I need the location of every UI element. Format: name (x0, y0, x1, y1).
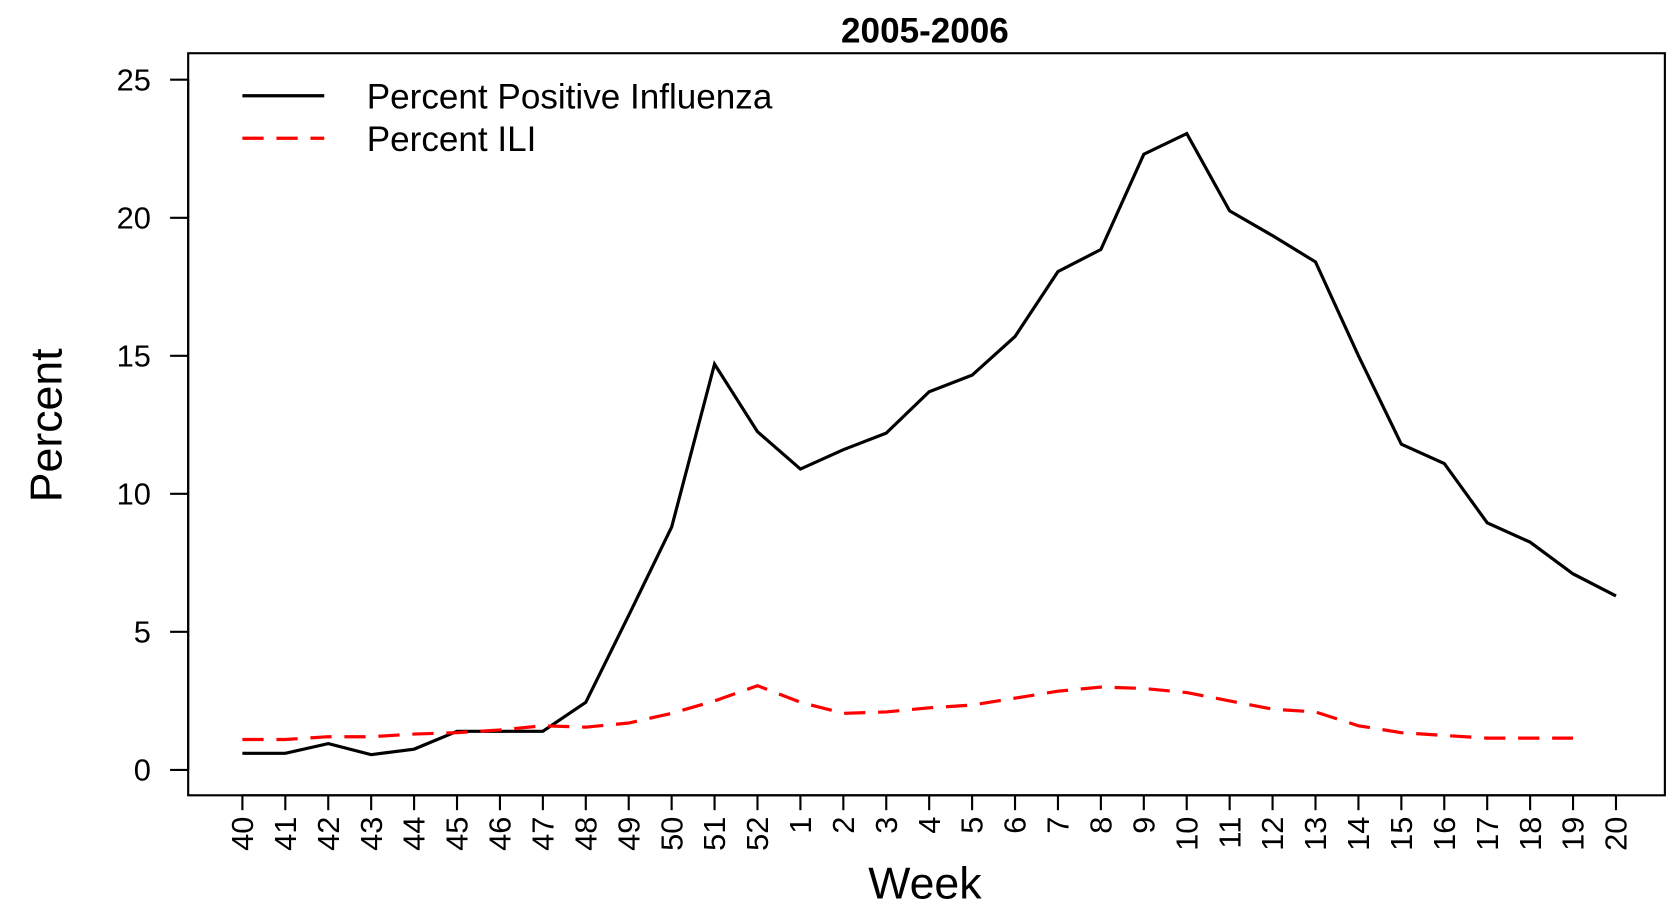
x-tick-label: 42 (311, 817, 346, 851)
y-tick-label: 10 (117, 476, 151, 511)
x-tick-label: 43 (354, 817, 389, 851)
x-tick-label: 41 (268, 817, 303, 851)
x-tick-label: 46 (483, 817, 518, 851)
x-tick-label: 11 (1212, 817, 1247, 849)
x-tick-label: 6 (998, 817, 1033, 834)
chart-title: 2005-2006 (841, 12, 1009, 51)
x-tick-label: 13 (1298, 817, 1333, 851)
series-line (242, 683, 1574, 742)
x-tick-label: 44 (397, 817, 432, 851)
y-tick-label: 15 (117, 338, 151, 373)
x-tick-label: 2 (826, 817, 861, 834)
y-tick-label: 25 (117, 62, 151, 97)
x-axis-label: Week (868, 859, 982, 907)
plot-frame (187, 52, 1666, 797)
x-tick-label: 20 (1599, 817, 1634, 851)
x-tick-label: 10 (1169, 817, 1204, 851)
x-tick-label: 18 (1513, 817, 1548, 851)
y-tick-label: 0 (134, 753, 151, 788)
x-tick-label: 8 (1084, 817, 1119, 834)
x-tick-label: 12 (1255, 817, 1290, 851)
x-tick-label: 47 (525, 817, 560, 851)
x-tick-label: 7 (1041, 817, 1076, 834)
y-axis-label: Percent (23, 348, 72, 502)
x-tick-label: 15 (1384, 817, 1419, 851)
x-tick-label: 9 (1126, 817, 1161, 834)
legend-label: Percent Positive Influenza (367, 78, 773, 117)
x-tick-label: 14 (1341, 817, 1376, 851)
x-tick-label: 19 (1556, 817, 1591, 851)
x-tick-label: 1 (783, 817, 818, 834)
x-tick-label: 48 (568, 817, 603, 851)
y-tick-label: 5 (134, 614, 151, 649)
x-tick-label: 52 (740, 817, 775, 851)
x-tick-label: 4 (912, 817, 947, 834)
x-tick-label: 17 (1470, 817, 1505, 851)
x-tick-label: 51 (697, 817, 732, 851)
x-tick-label: 49 (611, 817, 646, 851)
series-line (242, 131, 1617, 757)
x-tick-label: 50 (654, 817, 689, 851)
y-tick-label: 20 (117, 200, 151, 235)
x-tick-label: 45 (440, 817, 475, 851)
x-tick-label: 40 (225, 817, 260, 851)
x-tick-label: 3 (869, 817, 904, 834)
x-tick-label: 5 (955, 817, 990, 834)
x-tick-label: 16 (1427, 817, 1462, 851)
legend-label: Percent ILI (367, 120, 537, 159)
